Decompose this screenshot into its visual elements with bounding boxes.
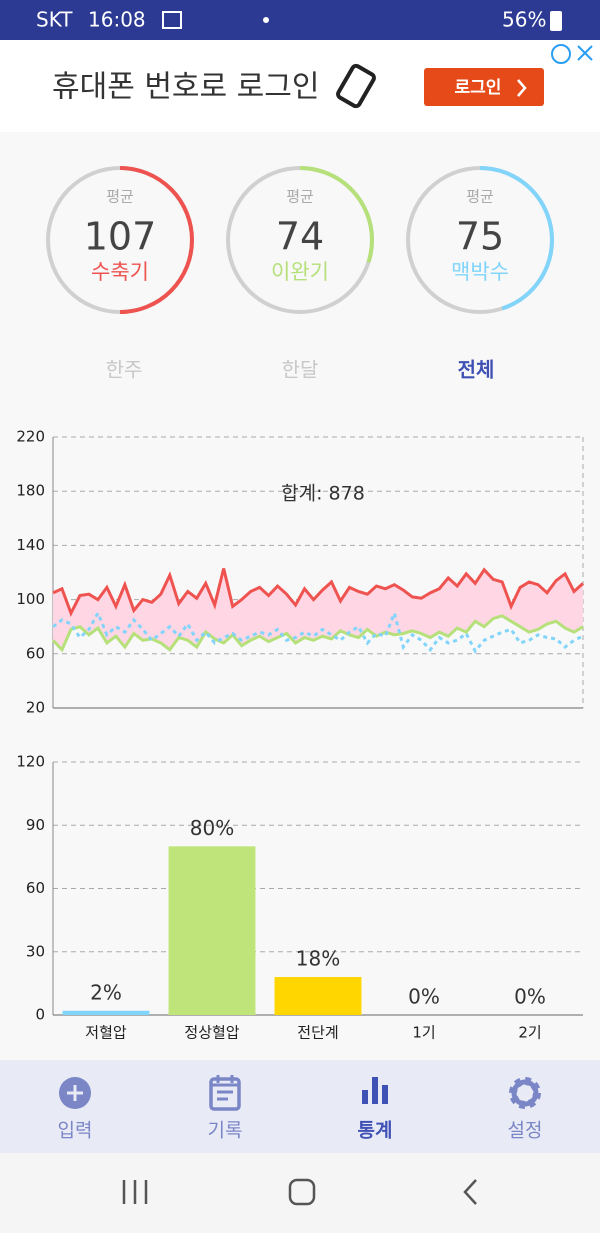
stat-name: 이완기 (271, 260, 329, 284)
bar (168, 846, 256, 1015)
ad-close[interactable] (577, 45, 593, 61)
stat-arc (119, 166, 194, 314)
nav-icon[interactable] (509, 1077, 541, 1109)
y-tick-label: 220 (16, 428, 45, 446)
battery: 56% (502, 8, 546, 32)
nav-label[interactable]: 설정 (508, 1120, 543, 1142)
value-label: 2% (90, 980, 122, 1004)
bottom-nav (0, 1060, 600, 1153)
status-icon (263, 17, 269, 23)
ad-button-text: 로그인 (455, 78, 502, 98)
stat-arc (299, 166, 374, 263)
nav-icon[interactable] (362, 1077, 388, 1104)
carrier: SKT (36, 8, 73, 32)
x-tick-label: 1기 (412, 1024, 435, 1042)
y-tick-label: 0 (35, 1006, 45, 1024)
series-line (52, 567, 585, 617)
nav-icon-part (382, 1085, 388, 1104)
x-tick-label: 전단계 (297, 1024, 338, 1042)
bar (274, 977, 362, 1015)
status-icon (162, 11, 182, 29)
chevron (517, 79, 527, 97)
y-tick-label: 180 (16, 482, 45, 500)
y-tick-label: 100 (16, 590, 45, 608)
stat-value: 74 (276, 215, 324, 259)
stat-value: 75 (456, 215, 504, 259)
stat-name: 수축기 (91, 260, 149, 284)
y-tick-label: 120 (16, 753, 45, 771)
value-label: 0% (514, 985, 546, 1009)
nav-icon-part (511, 1079, 539, 1107)
annotation: 합계: 878 (281, 483, 365, 505)
ad-info[interactable] (551, 44, 571, 64)
nav-label[interactable]: 통계 (358, 1120, 393, 1142)
y-tick-label: 30 (26, 942, 45, 960)
stat-arc (479, 166, 554, 311)
nav-label[interactable]: 입력 (58, 1120, 93, 1142)
back-button[interactable] (463, 1179, 477, 1205)
stat-label: 평균 (466, 188, 494, 206)
nav-icon-part (372, 1077, 378, 1104)
ad-text: 휴대폰 번호로 로그인 (52, 70, 319, 105)
nav-icon[interactable] (209, 1075, 241, 1111)
series-line (51, 614, 584, 653)
value-label: 18% (296, 947, 340, 971)
phone-icon (336, 63, 376, 109)
stat-label: 평균 (286, 188, 314, 206)
nav-icon-part (362, 1090, 368, 1104)
home-button[interactable] (288, 1178, 316, 1206)
status-bar (0, 0, 600, 40)
stat-label: 평균 (106, 188, 134, 206)
y-tick-label: 60 (26, 644, 45, 662)
x-tick-label: 저혈압 (85, 1024, 127, 1042)
period-tab[interactable]: 한주 (106, 358, 143, 382)
y-tick-label: 90 (26, 816, 45, 834)
nav-icon-part (211, 1075, 239, 1101)
nav-icon-part (209, 1077, 241, 1111)
nav-label[interactable]: 기록 (208, 1120, 243, 1142)
x-tick-label: 2기 (518, 1024, 541, 1042)
recents-button[interactable] (122, 1180, 148, 1204)
stat-name: 맥박수 (451, 260, 509, 284)
system-nav (0, 1153, 600, 1233)
x-tick-label: 정상혈압 (184, 1024, 239, 1042)
nav-icon[interactable] (59, 1077, 91, 1109)
y-tick-label: 60 (26, 879, 45, 897)
value-label: 80% (190, 816, 234, 840)
value-label: 0% (408, 985, 440, 1009)
period-tab[interactable]: 한달 (282, 358, 319, 382)
battery-icon (550, 11, 562, 31)
period-tab[interactable]: 전체 (458, 358, 495, 382)
nav-icon-part (67, 1085, 83, 1101)
stat-value: 107 (84, 215, 157, 259)
y-tick-label: 20 (26, 699, 45, 717)
time: 16:08 (88, 8, 146, 32)
bar (62, 1010, 150, 1015)
y-tick-label: 140 (16, 536, 45, 554)
ad-button[interactable] (424, 68, 544, 106)
